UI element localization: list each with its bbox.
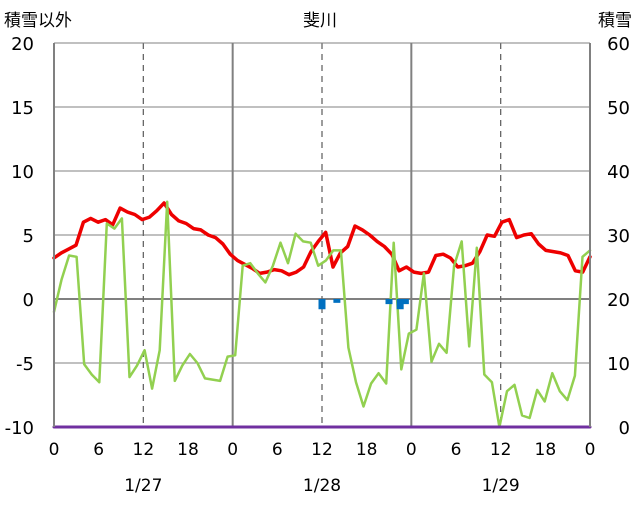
plot-frame (53, 42, 591, 427)
x-tick-label: 12 (490, 440, 512, 460)
left-tick-label: 5 (23, 226, 34, 247)
wind-line (52, 200, 592, 429)
x-tick-label: 6 (93, 440, 104, 460)
left-tick-label: 15 (11, 98, 34, 119)
x-tick-label: 6 (272, 440, 283, 460)
left-axis-label: 積雪以外 (4, 11, 72, 31)
date-label: 1/29 (482, 476, 520, 496)
series-layer (52, 200, 592, 429)
x-tick-label: 12 (311, 440, 333, 460)
left-tick-label: 10 (11, 162, 34, 183)
x-tick-label: 18 (535, 440, 557, 460)
right-tick-label: 10 (607, 354, 630, 375)
right-axis-label: 積雪 (598, 11, 632, 31)
x-tick-label: 12 (133, 440, 155, 460)
x-tick-label: 6 (451, 440, 462, 460)
temperature-line (52, 201, 592, 277)
x-tick-label: 18 (177, 440, 199, 460)
left-tick-label: 0 (23, 290, 34, 311)
x-tick-label: 0 (227, 440, 238, 460)
x-tick-label: 0 (406, 440, 417, 460)
right-tick-label: 60 (607, 34, 630, 55)
right-tick-label: 20 (607, 290, 630, 311)
x-tick-label: 0 (585, 440, 596, 460)
x-tick-label: 0 (49, 440, 60, 460)
right-tick-label: 0 (619, 418, 630, 439)
right-tick-label: 30 (607, 226, 630, 247)
left-tick-label: -5 (16, 354, 34, 375)
x-tick-label: 18 (356, 440, 378, 460)
left-tick-label: 20 (11, 34, 34, 55)
left-tick-label: -10 (5, 418, 34, 439)
precip-bar (401, 299, 409, 305)
precip-bar (333, 299, 341, 303)
grid (54, 43, 590, 427)
precip-bar (385, 299, 393, 305)
precip-bar (396, 299, 404, 310)
chart-title: 斐川 (303, 11, 337, 31)
right-tick-label: 50 (607, 98, 630, 119)
right-tick-label: 40 (607, 162, 630, 183)
precip-bar (318, 299, 326, 310)
date-label: 1/28 (303, 476, 341, 496)
date-label: 1/27 (124, 476, 162, 496)
